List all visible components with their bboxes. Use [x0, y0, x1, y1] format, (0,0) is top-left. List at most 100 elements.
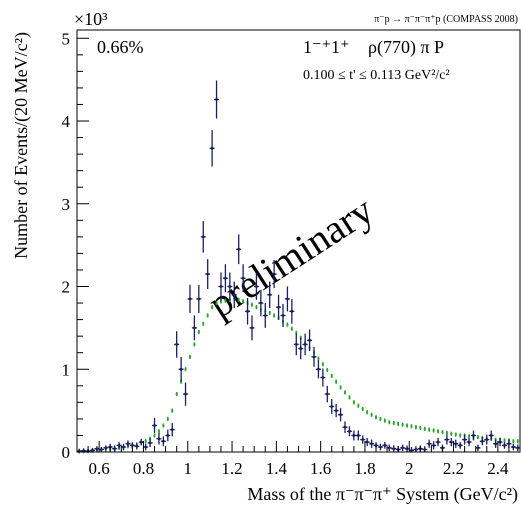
data-point: [466, 437, 472, 447]
model-point: [375, 415, 378, 420]
data-point: [169, 423, 175, 437]
model-point: [250, 302, 253, 307]
model-point: [516, 439, 519, 444]
data-point: [470, 430, 476, 441]
model-point: [317, 356, 320, 361]
data-point: [209, 130, 215, 167]
model-point: [383, 418, 386, 423]
data-point: [369, 439, 375, 448]
data-point: [404, 445, 410, 452]
x-tick-label: 2: [405, 459, 414, 478]
model-point: [361, 406, 364, 412]
data-point: [271, 260, 277, 289]
model-point: [450, 431, 453, 436]
x-tick-label: 2.2: [443, 459, 464, 478]
model-point: [242, 299, 245, 304]
data-point: [165, 429, 171, 442]
model-point: [237, 297, 240, 302]
watermark-text: preliminary: [200, 187, 381, 326]
data-point: [488, 430, 494, 441]
y-tick-label: 3: [62, 195, 71, 214]
model-point: [286, 322, 289, 327]
model-point: [193, 342, 196, 347]
y-tick-label: 5: [62, 29, 71, 48]
data-point: [338, 408, 344, 422]
data-point: [320, 368, 326, 387]
model-point: [410, 424, 413, 429]
model-point: [184, 367, 187, 372]
data-point: [236, 234, 242, 265]
model-point: [157, 429, 160, 434]
x-tick-label: 0.6: [89, 459, 110, 478]
model-point: [268, 310, 271, 316]
x-tick-label: 1.6: [310, 459, 331, 478]
data-point: [448, 437, 454, 447]
data-point: [231, 281, 237, 309]
data-point: [364, 437, 370, 447]
data-point: [143, 443, 149, 451]
model-point: [401, 422, 404, 427]
data-point: [267, 281, 273, 309]
data-point: [262, 303, 268, 328]
data-point: [422, 446, 428, 452]
model-point: [290, 326, 293, 331]
data-point: [400, 444, 406, 452]
reaction-label: π⁻p → π⁻π⁻π⁺p (COMPASS 2008): [374, 14, 518, 25]
data-point: [280, 303, 286, 328]
model-point: [468, 434, 471, 439]
model-point: [379, 416, 382, 421]
model-point: [335, 379, 338, 384]
data-point: [200, 221, 206, 253]
y-tick-label: 1: [62, 360, 71, 379]
data-point: [125, 440, 131, 448]
data-point: [191, 315, 197, 341]
y-tick-label: 0: [62, 443, 71, 462]
data-point: [386, 444, 392, 452]
data-point: [302, 333, 308, 356]
model-point: [388, 420, 391, 425]
model-point: [414, 425, 417, 430]
x-axis-title: Mass of the π⁻π⁻π⁺ System (GeV/c²): [247, 484, 518, 505]
data-point: [205, 259, 211, 289]
model-point: [206, 313, 209, 318]
x-tick-label: 1.2: [221, 459, 242, 478]
data-point: [183, 382, 189, 406]
model-point: [344, 390, 347, 395]
model-point: [432, 428, 435, 433]
model-point: [330, 373, 333, 378]
data-point: [214, 80, 220, 119]
data-point: [426, 439, 432, 448]
data-point: [311, 346, 317, 367]
data-point: [147, 438, 153, 448]
data-point: [98, 447, 104, 452]
wave-quantum-label: 1⁻⁺1⁺: [303, 37, 350, 57]
tprime-range-label: 0.100 ≤ t' ≤ 0.113 GeV²/c²: [303, 68, 450, 83]
data-point: [116, 442, 122, 449]
model-point: [153, 433, 156, 438]
model-point: [162, 423, 165, 428]
data-point: [315, 360, 321, 379]
data-point: [377, 443, 383, 451]
data-point: [435, 437, 441, 447]
data-point: [103, 445, 109, 451]
model-point: [370, 412, 373, 417]
data-point: [391, 445, 397, 452]
model-point: [197, 329, 200, 335]
model-point: [459, 433, 462, 438]
model-point: [326, 368, 329, 373]
model-point: [454, 432, 457, 437]
model-point: [166, 416, 169, 421]
model-point: [423, 426, 426, 431]
model-point: [476, 435, 479, 440]
data-point: [444, 434, 450, 445]
model-point: [211, 305, 214, 310]
model-point: [437, 429, 440, 434]
data-point: [121, 443, 127, 451]
data-point: [178, 356, 184, 382]
data-point: [355, 430, 361, 441]
model-point: [357, 403, 360, 408]
data-point: [227, 272, 233, 301]
data-point: [156, 432, 162, 445]
data-point: [293, 333, 299, 356]
